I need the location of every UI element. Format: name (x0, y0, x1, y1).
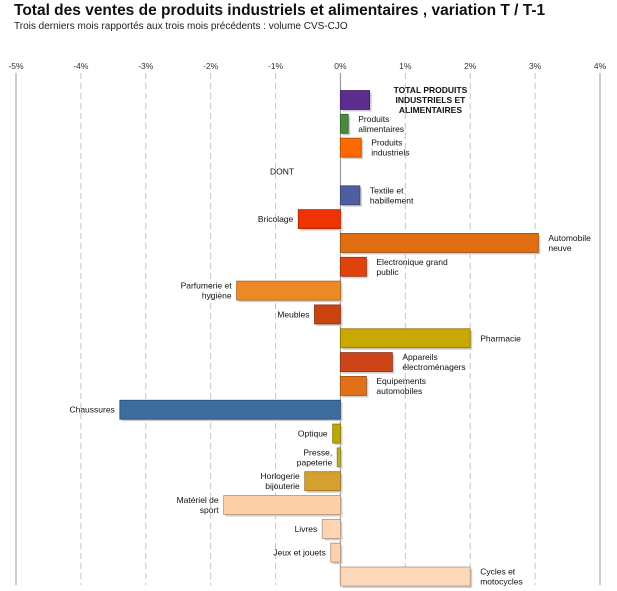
chart-title: Total des ventes de produits industriels… (14, 2, 546, 19)
category-parfumerie-et-hygiene-label: Parfumerie et hygiène (181, 281, 233, 301)
category-livres-label: Livres (295, 524, 318, 534)
category-electronique-grand-public-label: Electronique grand public (376, 257, 448, 277)
bar (340, 113, 349, 134)
category-bricolage-label: Bricolage (258, 214, 294, 224)
x-tick-label: 0% (334, 61, 347, 71)
bar (314, 304, 341, 325)
bar (340, 185, 361, 206)
x-tick-label: -1% (268, 61, 284, 71)
bar (340, 328, 471, 349)
category-pharmacie-label: Pharmacie (480, 333, 521, 343)
category-horlogerie-bijouterie-label: Horlogerie bijouterie (261, 471, 300, 491)
category-chaussures-label: Chaussures (69, 405, 114, 415)
category-meubles-label: Meubles (277, 309, 309, 319)
bar (340, 137, 362, 158)
category-produits-industriels-label: Produits industriels (371, 138, 409, 158)
bar (340, 90, 371, 110)
category-equipements-automobiles-label: Equipements automobiles (376, 376, 426, 396)
x-tick-label: 1% (399, 61, 412, 71)
bar (340, 566, 471, 587)
x-tick-label: 2% (464, 61, 477, 71)
x-tick-label: -3% (138, 61, 154, 71)
x-tick-label: 4% (594, 61, 607, 71)
x-tick-label: 3% (529, 61, 542, 71)
bar (236, 280, 341, 301)
bar (304, 471, 341, 492)
category-optique-label: Optique (298, 429, 328, 439)
bar (330, 542, 341, 563)
x-tick-label: -4% (73, 61, 89, 71)
x-tick-label: -5% (8, 61, 24, 71)
bar (223, 495, 341, 515)
bar (332, 423, 341, 444)
bar (340, 256, 367, 277)
category-total-produits-industriels-et-alimentaires-label: TOTAL PRODUITS INDUSTRIELS ET ALIMENTAIRES (394, 85, 468, 115)
category-materiel-de-sport-label: Matériel de sport (177, 495, 220, 515)
x-tick-label: -2% (203, 61, 219, 71)
category-presse-papeterie-label: Presse, papeterie (297, 447, 333, 467)
bar (297, 209, 341, 230)
category-textile-et-habillement-label: Textile et habillement (370, 185, 414, 205)
category-produits-alimentaires-label: Produits alimentaires (358, 114, 404, 134)
bar (119, 399, 341, 420)
category-cycles-et-motocycles-label: Cycles et motocycles (480, 567, 523, 587)
chart-subtitle: Trois derniers mois rapportés aux trois … (14, 21, 348, 32)
category-automobile-neuve-label: Automobile neuve (548, 233, 591, 253)
category-appareils-electromenagers-label: Appareils électroménagers (402, 352, 465, 372)
category-dont-label: DONT (270, 166, 294, 176)
bar (336, 447, 341, 468)
bar (340, 376, 367, 396)
category-jeux-et-jouets-label: Jeux et jouets (273, 548, 325, 558)
bar (340, 352, 393, 372)
bar (321, 518, 341, 539)
bar (340, 233, 539, 253)
